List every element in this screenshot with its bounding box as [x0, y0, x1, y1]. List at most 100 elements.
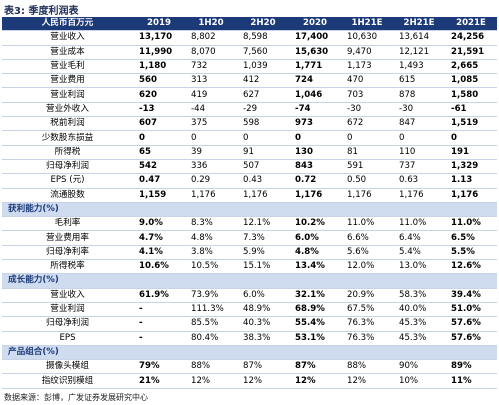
- row-label: 营业成本: [2, 45, 133, 60]
- cell: 12.6%: [445, 259, 497, 275]
- cell: 703: [341, 87, 393, 103]
- cell: 130: [289, 145, 341, 160]
- cell: 38.3%: [237, 331, 289, 346]
- cell: 1,519: [445, 116, 497, 132]
- header-cell: 1H21E: [341, 17, 393, 32]
- cell: 81: [341, 145, 393, 160]
- cell: 10,630: [341, 30, 393, 46]
- cell: 0: [185, 130, 237, 146]
- cell: 542: [133, 159, 185, 175]
- cell: 6.5%: [445, 230, 497, 246]
- cell: 20.9%: [341, 288, 393, 303]
- cell: 39: [185, 145, 237, 160]
- cell: 0.29: [185, 173, 237, 189]
- row-label: 流通股数: [2, 188, 133, 203]
- cell: 10.5%: [185, 259, 237, 275]
- cell: 15,630: [289, 45, 341, 60]
- cell: 6.0%: [289, 230, 341, 246]
- data-row: 归母净利率 4.1% 3.8% 5.9% 4.8% 5.6% 5.4% 5.5%: [2, 245, 497, 261]
- cell: 12.1%: [237, 216, 289, 232]
- table-body: 人民币百万元 2019 1H20 2H20 2020 1H21E 2H21E 2021E 营业收…: [2, 17, 497, 389]
- cell: 5.9%: [237, 245, 289, 261]
- cell: -13: [133, 102, 185, 118]
- cell: 0.72: [289, 173, 341, 189]
- cell: 21,591: [445, 45, 497, 60]
- cell: 32.1%: [289, 288, 341, 303]
- cell: 0: [445, 130, 497, 146]
- cell: 7,560: [237, 45, 289, 60]
- data-row: 毛利率 9.0% 8.3% 12.1% 10.2% 11.0% 11.0% 11.0%: [2, 216, 497, 232]
- cell: 4.8%: [289, 245, 341, 261]
- cell: 973: [289, 116, 341, 132]
- section-title: 成长能力(%): [2, 273, 497, 289]
- cell: 12%: [185, 373, 237, 389]
- cell: 412: [237, 73, 289, 89]
- row-label: 税前利润: [2, 116, 133, 132]
- cell: 1,039: [237, 59, 289, 75]
- cell: 76.3%: [341, 316, 393, 332]
- row-label: 毛利率: [2, 216, 133, 232]
- cell: 1,046: [289, 87, 341, 103]
- cell: 12%: [289, 373, 341, 389]
- cell: 1,176: [445, 188, 497, 203]
- cell: 627: [237, 87, 289, 103]
- cell: 85.5%: [185, 316, 237, 332]
- cell: 89%: [445, 359, 497, 375]
- cell: -: [133, 302, 185, 318]
- cell: 40.3%: [237, 316, 289, 332]
- cell: 12.0%: [341, 259, 393, 275]
- cell: 111.3%: [185, 302, 237, 318]
- row-label: 所得税: [2, 145, 133, 160]
- cell: 48.9%: [237, 302, 289, 318]
- cell: 724: [289, 73, 341, 89]
- cell: 73.9%: [185, 288, 237, 303]
- cell: 8,802: [185, 30, 237, 46]
- cell: 847: [393, 116, 445, 132]
- cell: 67.5%: [341, 302, 393, 318]
- data-row: 所得税 65 39 91 130 81 110 191: [2, 145, 497, 160]
- data-row: 营业外收入 -13 -44 -29 -74 -30 -30 -61: [2, 102, 497, 118]
- data-row: 所得税率 10.6% 10.5% 15.1% 13.4% 12.0% 13.0% 12.6%: [2, 259, 497, 275]
- cell: 61.9%: [133, 288, 185, 303]
- cell: 1.13: [445, 173, 497, 189]
- cell: 1,176: [237, 188, 289, 203]
- row-label: EPS (元): [2, 173, 133, 189]
- cell: 13,170: [133, 30, 185, 46]
- data-row: 营业毛利 1,180 732 1,039 1,771 1,173 1,493 2,665: [2, 59, 497, 75]
- row-label: 归母净利润: [2, 159, 133, 175]
- cell: 507: [237, 159, 289, 175]
- cell: 10.6%: [133, 259, 185, 275]
- row-label: EPS: [2, 331, 133, 346]
- cell: 313: [185, 73, 237, 89]
- cell: -: [133, 331, 185, 346]
- cell: -29: [237, 102, 289, 118]
- cell: 6.4%: [393, 230, 445, 246]
- cell: 8,070: [185, 45, 237, 60]
- cell: 5.6%: [341, 245, 393, 261]
- cell: 560: [133, 73, 185, 89]
- cell: 91: [237, 145, 289, 160]
- cell: 375: [185, 116, 237, 132]
- header-cell: 2H21E: [393, 17, 445, 32]
- cell: 11.0%: [393, 216, 445, 232]
- cell: -61: [445, 102, 497, 118]
- cell: 11.0%: [445, 216, 497, 232]
- cell: 591: [341, 159, 393, 175]
- cell: 0: [237, 130, 289, 146]
- row-label: 归母净利润: [2, 316, 133, 332]
- cell: 13.4%: [289, 259, 341, 275]
- cell: 737: [393, 159, 445, 175]
- cell: 15.1%: [237, 259, 289, 275]
- cell: 6.0%: [237, 288, 289, 303]
- cell: 191: [445, 145, 497, 160]
- cell: 87%: [237, 359, 289, 375]
- cell: 17,400: [289, 30, 341, 46]
- section-row: 产品组合(%): [2, 345, 497, 361]
- cell: 90%: [393, 359, 445, 375]
- row-label: 所得税率: [2, 259, 133, 275]
- cell: 79%: [133, 359, 185, 375]
- cell: 1,176: [185, 188, 237, 203]
- cell: 11,990: [133, 45, 185, 60]
- data-row: 流通股数 1,159 1,176 1,176 1,176 1,176 1,176 1,176: [2, 188, 497, 203]
